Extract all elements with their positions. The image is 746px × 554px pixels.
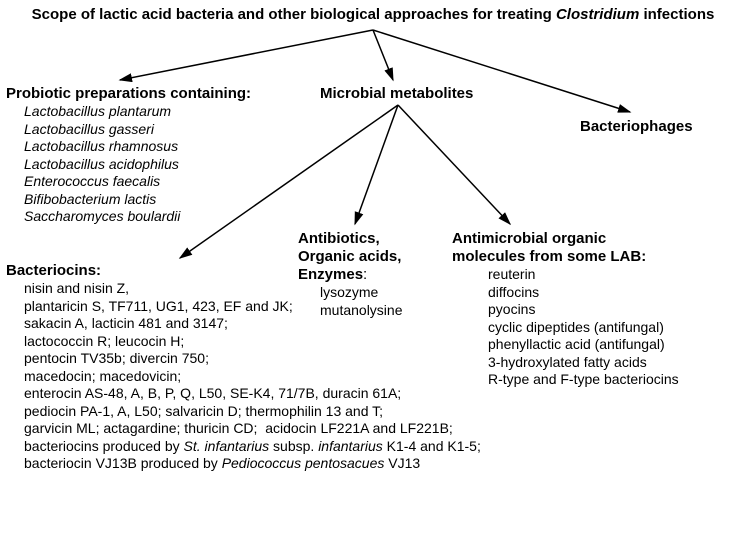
antibiotics-header-l2: Organic acids, (298, 248, 403, 266)
probiotic-item: Lactobacillus plantarum (24, 103, 251, 121)
antimicrobial-item: pyocins (488, 301, 679, 319)
bacteriocins-list: nisin and nisin Z,plantaricin S, TF711, … (24, 280, 481, 473)
antimicrobial-list: reuterindiffocinspyocinscyclic dipeptide… (488, 266, 679, 389)
bacteriocins-line: macedocin; macedovicin; (24, 368, 481, 386)
probiotic-item: Lactobacillus acidophilus (24, 156, 251, 174)
antibiotics-header-l3: Enzymes: (298, 266, 403, 284)
bacteriocins-line: nisin and nisin Z, (24, 280, 481, 298)
probiotic-list: Lactobacillus plantarumLactobacillus gas… (24, 103, 251, 226)
probiotic-header: Probiotic preparations containing: (6, 85, 251, 103)
microbial-header: Microbial metabolites (320, 85, 473, 103)
antimicrobial-item: reuterin (488, 266, 679, 284)
bacteriocins-line: bacteriocin VJ13B produced by Pediococcu… (24, 455, 481, 473)
page-title: Scope of lactic acid bacteria and other … (0, 6, 746, 24)
enzymes-label: Enzymes (298, 266, 363, 283)
bacteriocins-line: pentocin TV35b; divercin 750; (24, 350, 481, 368)
antimicrobial-block: Antimicrobial organic molecules from som… (452, 230, 679, 389)
bacteriocins-line: plantaricin S, TF711, UG1, 423, EF and J… (24, 298, 481, 316)
antibiotics-list: lysozymemutanolysine (320, 284, 403, 319)
probiotic-item: Bifibobacterium lactis (24, 191, 251, 209)
bacteriocins-line: enterocin AS-48, A, B, P, Q, L50, SE-K4,… (24, 385, 481, 403)
antimicrobial-item: diffocins (488, 284, 679, 302)
probiotic-block: Probiotic preparations containing: Lacto… (6, 85, 251, 226)
antibiotics-item: lysozyme (320, 284, 403, 302)
antimicrobial-item: phenyllactic acid (antifungal) (488, 336, 679, 354)
enzymes-colon: : (363, 266, 367, 283)
bacteriocins-line: sakacin A, lacticin 481 and 3147; (24, 315, 481, 333)
bacteriophages-header: Bacteriophages (580, 118, 693, 136)
probiotic-item: Saccharomyces boulardii (24, 208, 251, 226)
antibiotics-item: mutanolysine (320, 302, 403, 320)
bacteriocins-line: lactococcin R; leucocin H; (24, 333, 481, 351)
antimicrobial-item: 3-hydroxylated fatty acids (488, 354, 679, 372)
antibiotics-block: Antibiotics, Organic acids, Enzymes: lys… (298, 230, 403, 319)
antibiotics-header-l1: Antibiotics, (298, 230, 403, 248)
antimicrobial-header-l2: molecules from some LAB: (452, 248, 679, 266)
probiotic-item: Lactobacillus rhamnosus (24, 138, 251, 156)
bacteriocins-header: Bacteriocins: (6, 262, 481, 280)
bacteriocins-block: Bacteriocins: nisin and nisin Z,plantari… (6, 262, 481, 473)
bacteriocins-line: pediocin PA-1, A, L50; salvaricin D; the… (24, 403, 481, 421)
probiotic-item: Enterococcus faecalis (24, 173, 251, 191)
antimicrobial-header-l1: Antimicrobial organic (452, 230, 679, 248)
probiotic-item: Lactobacillus gasseri (24, 121, 251, 139)
bacteriocins-line: bacteriocins produced by St. infantarius… (24, 438, 481, 456)
antimicrobial-item: R-type and F-type bacteriocins (488, 371, 679, 389)
bacteriocins-line: garvicin ML; actagardine; thuricin CD; a… (24, 420, 481, 438)
antimicrobial-item: cyclic dipeptides (antifungal) (488, 319, 679, 337)
